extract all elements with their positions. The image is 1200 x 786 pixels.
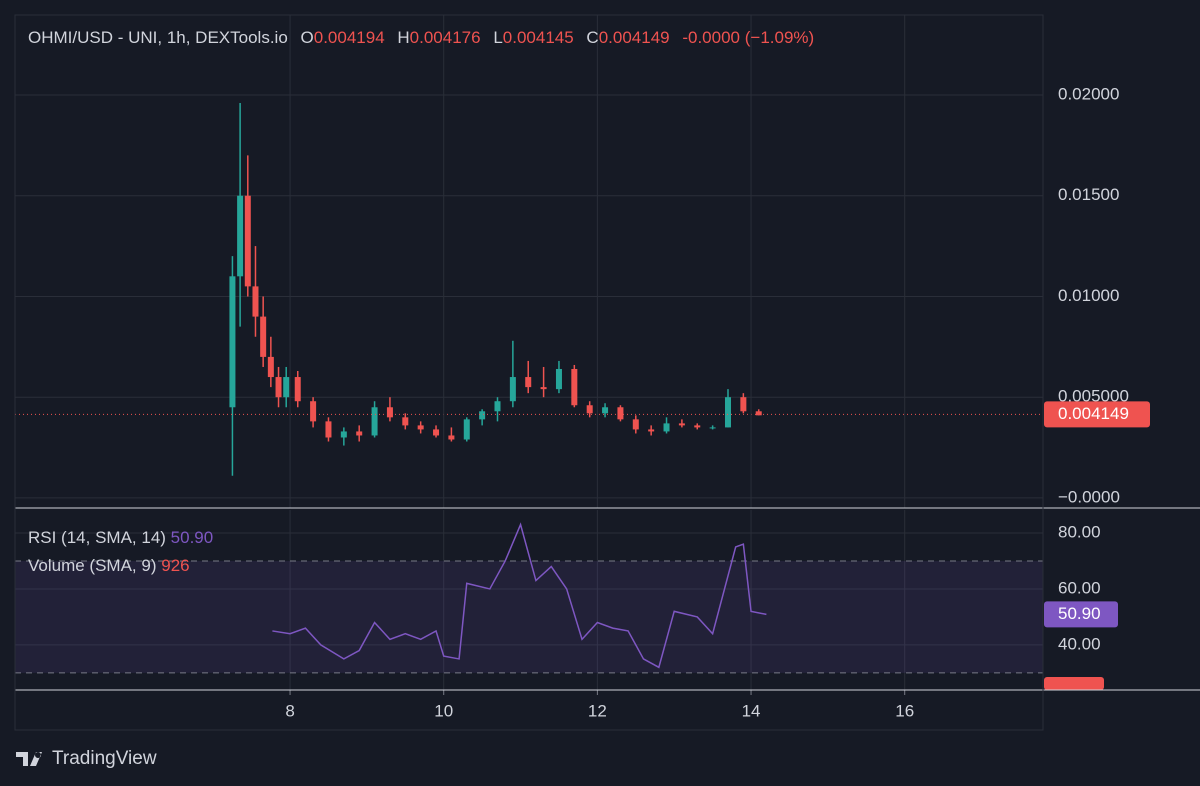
indicator-legend: RSI (14, SMA, 14) 50.90 Volume (SMA, 9) … <box>28 524 213 580</box>
candle-body <box>724 397 731 428</box>
y-tick-label: 40.00 <box>1058 634 1101 653</box>
open-label: O <box>300 28 314 47</box>
candle-body <box>663 423 670 432</box>
open-value: 0.004194 <box>313 28 385 47</box>
candle-body <box>648 429 655 432</box>
candle-body <box>371 407 378 436</box>
candle-body <box>740 397 747 412</box>
y-tick-label: 0.01000 <box>1058 286 1119 305</box>
candle-body <box>617 407 624 420</box>
last-price-badge <box>1044 401 1150 428</box>
candle-body <box>694 425 701 428</box>
close-label: C <box>586 28 599 47</box>
y-tick-label: −0.0000 <box>1058 487 1120 506</box>
candle-body <box>463 419 470 440</box>
candle-body <box>479 411 486 420</box>
x-tick-label: 12 <box>588 701 607 720</box>
candle-body <box>494 401 501 412</box>
y-tick-label: 0.01500 <box>1058 185 1119 204</box>
candle-body <box>294 377 301 402</box>
candle-body <box>356 431 363 436</box>
candle-body <box>540 387 547 390</box>
candle-body <box>417 425 424 430</box>
header: OHMI/USD - UNI, 1h, DEXTools.io O0.00419… <box>28 28 814 48</box>
chart-frame <box>14 14 1044 731</box>
candle-body <box>340 431 347 438</box>
rsi-line <box>272 522 767 669</box>
high-label: H <box>397 28 410 47</box>
candle-body <box>586 405 593 414</box>
candle-body <box>229 276 236 408</box>
candle-body <box>571 368 578 406</box>
candle-body <box>310 401 317 422</box>
close-value: 0.004149 <box>598 28 670 47</box>
y-tick-label: 0.005000 <box>1058 387 1129 406</box>
rsi-value: 50.90 <box>170 528 214 547</box>
volume-title: Volume (SMA, 9) <box>28 556 157 575</box>
low-label: L <box>493 28 503 47</box>
candle-body <box>275 377 282 398</box>
volume-badge <box>1044 677 1104 690</box>
y-tick-label: 60.00 <box>1058 578 1101 597</box>
last-price-label: 0.004149 <box>1058 404 1129 423</box>
logo <box>16 752 42 766</box>
change: -0.0000 (−1.09%) <box>682 28 815 47</box>
rsi-badge-label: 50.90 <box>1058 604 1101 623</box>
high-value: 0.004176 <box>409 28 481 47</box>
candle-body <box>678 423 685 426</box>
candle-body <box>709 427 716 429</box>
candle-body <box>386 407 393 418</box>
candle-body <box>433 429 440 436</box>
rsi-band <box>15 560 1043 673</box>
candle-body <box>252 286 259 317</box>
footer: TradingView <box>16 748 157 770</box>
brand: TradingView <box>52 748 157 769</box>
candle-body <box>602 407 609 414</box>
x-tick-label: 14 <box>742 701 761 720</box>
x-tick-label: 16 <box>895 701 914 720</box>
rsi-title: RSI (14, SMA, 14) <box>28 528 166 547</box>
volume-value: 926 <box>161 556 190 575</box>
x-tick-label: 8 <box>285 701 294 720</box>
low-value: 0.004145 <box>502 28 574 47</box>
candle-body <box>555 368 562 390</box>
x-tick-label: 10 <box>434 701 453 720</box>
candle-body <box>244 195 251 287</box>
candle-body <box>237 195 244 277</box>
candle-body <box>448 435 455 440</box>
y-tick-label: 80.00 <box>1058 522 1101 541</box>
candle-body <box>509 377 516 402</box>
candle-body <box>283 377 290 398</box>
symbol: OHMI/USD - UNI, 1h, DEXTools.io <box>28 28 288 47</box>
candle-body <box>325 421 332 438</box>
candle-body <box>402 417 409 426</box>
candle-body <box>755 411 762 416</box>
candle-body <box>632 419 639 430</box>
rsi-badge <box>1044 601 1118 628</box>
candle-body <box>267 356 274 378</box>
candle-body <box>525 377 532 388</box>
candle-body <box>260 316 267 357</box>
y-tick-label: 0.02000 <box>1058 84 1119 103</box>
